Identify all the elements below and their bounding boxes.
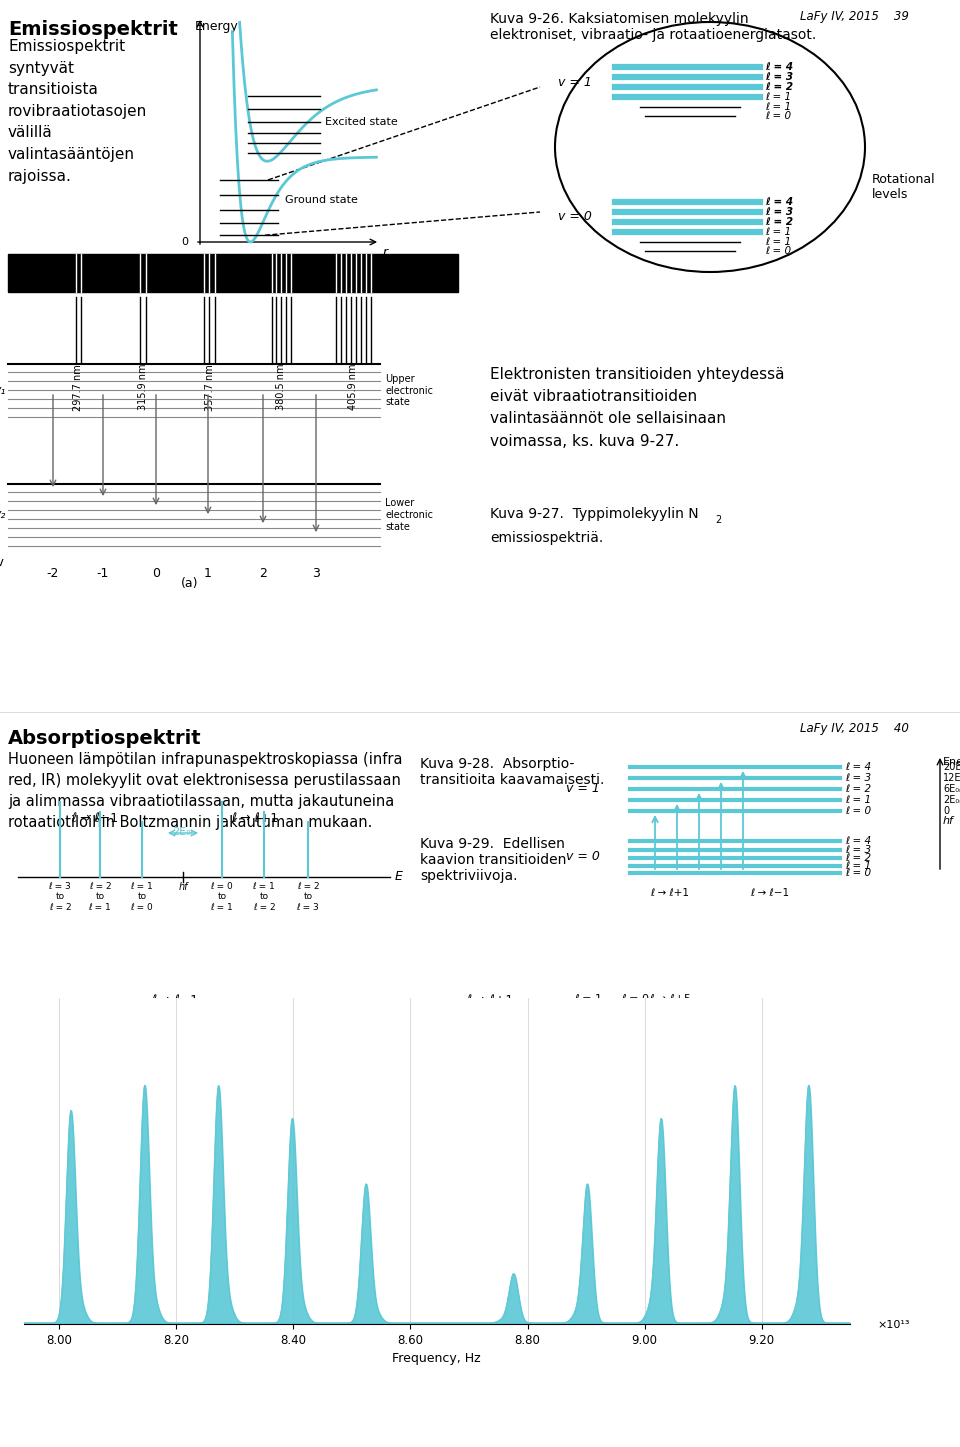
Text: 2: 2	[259, 567, 267, 580]
Text: 1: 1	[204, 567, 212, 580]
Text: Lower
electronic
state: Lower electronic state	[385, 498, 433, 531]
Text: r: r	[383, 246, 388, 259]
Text: ℓ = 0: ℓ = 0	[845, 868, 871, 878]
Text: ℓ = 2: ℓ = 2	[845, 784, 871, 794]
Text: Elektronisten transitioiden yhteydessä
eivät vibraatiotransitioiden
valintasäänn: Elektronisten transitioiden yhteydessä e…	[490, 368, 784, 449]
Text: ℓ = 0
to
ℓ = 1: ℓ = 0 to ℓ = 1	[210, 883, 233, 912]
Text: ℓ = 2: ℓ = 2	[765, 217, 793, 227]
Text: Huoneen lämpötilan infrapunaspektroskopiassa (infra
red, IR) molekyylit ovat ele: Huoneen lämpötilan infrapunaspektroskopi…	[8, 752, 402, 831]
Text: 2E₀ᵣ: 2E₀ᵣ	[943, 794, 960, 805]
Text: -1: -1	[97, 567, 109, 580]
Text: LaFy IV, 2015    39: LaFy IV, 2015 39	[800, 10, 909, 23]
Text: ℓ = 0: ℓ = 0	[765, 246, 791, 256]
Text: 2: 2	[715, 515, 721, 525]
Text: ×10¹³: ×10¹³	[877, 1320, 909, 1330]
Text: 0: 0	[181, 237, 188, 247]
Text: 405.9 nm: 405.9 nm	[348, 365, 358, 411]
Text: 2E₀ᵣ: 2E₀ᵣ	[172, 828, 194, 836]
Bar	[8, 255, 458, 292]
Text: ℓ = 3: ℓ = 3	[845, 845, 871, 855]
Text: 380.5 nm: 380.5 nm	[276, 365, 286, 411]
Text: Excited state: Excited state	[325, 117, 397, 127]
Text: Energy: Energy	[943, 757, 960, 767]
Text: 357.7 nm: 357.7 nm	[205, 365, 215, 411]
Text: ℓ = 7: ℓ = 7	[206, 1037, 234, 1048]
Text: ℓ = 0: ℓ = 0	[765, 111, 791, 122]
Text: ℓ = 3
to
ℓ = 2: ℓ = 3 to ℓ = 2	[49, 883, 71, 912]
Text: ℓ = 4: ℓ = 4	[765, 197, 793, 207]
Text: 315.9 nm: 315.9 nm	[138, 365, 148, 411]
Text: v = 1: v = 1	[558, 75, 592, 88]
Text: ℓ = 2
to
ℓ = 3: ℓ = 2 to ℓ = 3	[297, 883, 320, 912]
Text: ℓ = 3: ℓ = 3	[765, 207, 793, 217]
Text: ℓ → ℓ+5: ℓ → ℓ+5	[649, 994, 691, 1004]
Text: ℓ = 2
to
ℓ = 1: ℓ = 2 to ℓ = 1	[88, 883, 111, 912]
Text: ℓ = 1: ℓ = 1	[845, 861, 871, 871]
Text: Emissiospektrit
syntyvät
transitioista
rovibraatiotasojen
välillä
valintasääntöj: Emissiospektrit syntyvät transitioista r…	[8, 39, 147, 184]
Text: Energy: Energy	[195, 20, 239, 33]
Text: Δv: Δv	[0, 556, 5, 569]
Text: Ground state: Ground state	[285, 195, 358, 204]
Text: v = 0: v = 0	[558, 210, 592, 223]
Text: ℓ = 4: ℓ = 4	[765, 62, 793, 72]
Text: ℓ → ℓ+1: ℓ → ℓ+1	[651, 888, 689, 899]
Text: 20E₀ᵣ: 20E₀ᵣ	[943, 763, 960, 773]
Text: ℓ = 2: ℓ = 2	[765, 82, 793, 93]
Text: Rotational
levels: Rotational levels	[872, 174, 936, 201]
Text: v₁: v₁	[0, 383, 5, 396]
Text: ℓ = 3: ℓ = 3	[845, 773, 871, 783]
Text: ℓ = 8: ℓ = 8	[561, 1017, 589, 1027]
Text: Kuva 9-28.  Absorptio-
transitioita kaavamaisesti.: Kuva 9-28. Absorptio- transitioita kaava…	[420, 757, 605, 787]
Text: ℓ = 1
to
ℓ = 0: ℓ = 1 to ℓ = 0	[131, 883, 154, 912]
Text: emissiospektriä.: emissiospektriä.	[490, 531, 603, 546]
Text: Kuva 9-26. Kaksiatomisen molekyylin
elektroniset, vibraatio- ja rotaatioenergiat: Kuva 9-26. Kaksiatomisen molekyylin elek…	[490, 12, 816, 42]
Text: ℓ = 1
to
ℓ = 2: ℓ = 1 to ℓ = 2	[252, 883, 276, 912]
Text: LaFy IV, 2015    40: LaFy IV, 2015 40	[800, 722, 909, 735]
Text: Kuva 9-29.  Edellisen
kaavion transitioiden
spektriviivoja.: Kuva 9-29. Edellisen kaavion transitioid…	[420, 836, 566, 884]
Text: v = 1: v = 1	[566, 783, 600, 796]
Text: ℓ = 1: ℓ = 1	[845, 794, 871, 805]
Text: ℓ → ℓ+1: ℓ → ℓ+1	[231, 812, 278, 825]
Text: ℓ = 4: ℓ = 4	[845, 763, 871, 773]
Text: 0: 0	[152, 567, 160, 580]
Text: Kuva 9-27.  Typpimolekyylin N: Kuva 9-27. Typpimolekyylin N	[490, 506, 699, 521]
Text: ℓ = 0: ℓ = 0	[621, 994, 649, 1004]
Text: v = 0: v = 0	[566, 851, 600, 864]
Text: v₂: v₂	[0, 508, 5, 521]
Text: ℓ → ℓ−1: ℓ → ℓ−1	[751, 888, 789, 899]
Text: 0: 0	[943, 806, 949, 816]
Text: 297.7 nm: 297.7 nm	[73, 365, 83, 411]
Text: 12E₀ᵣ: 12E₀ᵣ	[943, 773, 960, 783]
Text: 3: 3	[312, 567, 320, 580]
Text: ℓ = 1: ℓ = 1	[765, 93, 791, 101]
Text: 6E₀ᵣ: 6E₀ᵣ	[943, 784, 960, 794]
X-axis label: Frequency, Hz: Frequency, Hz	[393, 1353, 481, 1366]
Text: -2: -2	[47, 567, 60, 580]
Text: ℓ = 2: ℓ = 2	[845, 852, 871, 862]
Text: ℓ = 10: ℓ = 10	[63, 1077, 98, 1087]
Text: ℓ → ℓ+1: ℓ → ℓ+1	[467, 994, 514, 1007]
Text: ℓ = 1: ℓ = 1	[765, 227, 791, 237]
Text: ℓ = 1: ℓ = 1	[574, 994, 602, 1004]
Text: ℓ = 4: ℓ = 4	[845, 836, 871, 846]
Text: ℓ → ℓ−1: ℓ → ℓ−1	[71, 812, 119, 825]
Text: Kuva 9-30.
Suolahappomolekyylin
HCl₂ emissiospektriä.: Kuva 9-30. Suolahappomolekyylin HCl₂ emi…	[660, 1197, 817, 1243]
Text: hf: hf	[943, 816, 954, 826]
Text: E: E	[395, 871, 403, 884]
Text: ℓ = 3: ℓ = 3	[765, 72, 793, 82]
Text: hf: hf	[179, 883, 188, 891]
Text: ℓ = 1: ℓ = 1	[765, 237, 791, 247]
Text: ℓ = 1: ℓ = 1	[765, 101, 791, 111]
Text: Absorptiospektrit: Absorptiospektrit	[8, 729, 202, 748]
Text: ℓ = 0: ℓ = 0	[845, 806, 871, 816]
Text: Emissiospektrit: Emissiospektrit	[8, 20, 178, 39]
Text: (a): (a)	[181, 577, 199, 590]
Text: Upper
electronic
state: Upper electronic state	[385, 373, 433, 407]
Text: ℓ → ℓ−1: ℓ → ℓ−1	[152, 994, 199, 1007]
